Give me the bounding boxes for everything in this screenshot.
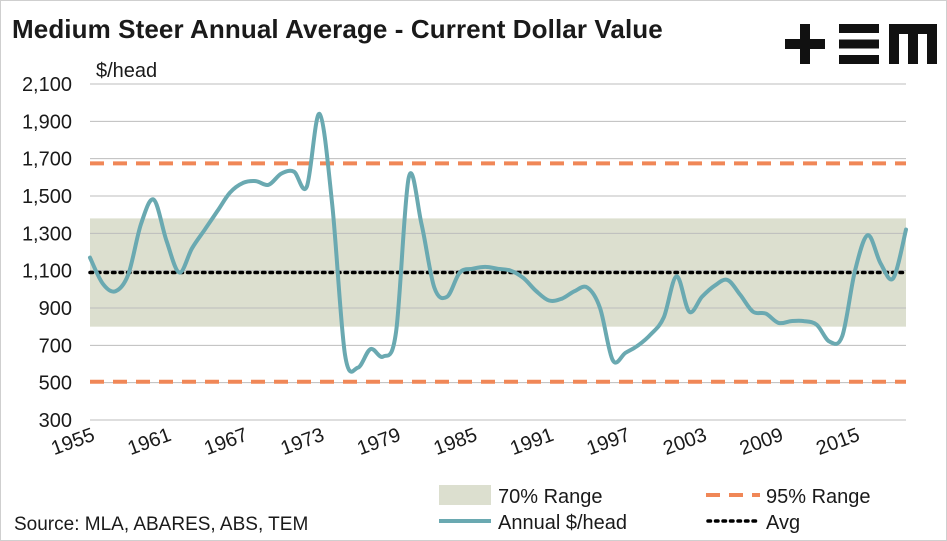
legend-label-70-range: 70% Range [498,486,603,508]
logo-e-mid [839,39,879,49]
y-tick-label: 1,900 [22,111,72,133]
x-tick-label: 2003 [660,424,709,460]
legend-swatch-70-range [439,485,491,505]
y-tick-label: 1,700 [22,149,72,171]
y-tick-label: 1,500 [22,186,72,208]
x-tick-label: 1967 [201,424,250,460]
y-tick-label: 900 [39,298,72,320]
logo-e-top [839,24,879,33]
x-tick-label: 1979 [354,424,403,460]
y-tick-label: 2,100 [22,74,72,96]
x-tick-label: 1973 [278,424,327,460]
x-tick-label: 1997 [584,424,633,460]
y-tick-label: 300 [39,410,72,432]
series-line-annual-per-head [88,111,908,374]
y-tick-label: 1,100 [22,261,72,283]
legend-label-avg: Avg [766,512,800,534]
legend-label-95-range: 95% Range [766,486,871,508]
y-tick-label: 1,300 [22,223,72,245]
y-axis-unit-label: $/head [96,60,158,82]
x-tick-label: 1991 [507,424,556,460]
y-tick-label: 700 [39,335,72,357]
logo-e-bot [839,55,879,64]
x-tick-label: 1961 [125,424,174,460]
x-tick-label: 2009 [737,424,786,460]
logo-plus-v [800,24,810,64]
chart-title: Medium Steer Annual Average - Current Do… [12,14,663,44]
x-tick-label: 2015 [813,424,862,460]
x-tick-label: 1985 [431,424,480,460]
tem-logo [785,24,937,64]
legend-label-annual-per-head: Annual $/head [498,512,627,534]
y-tick-label: 500 [39,373,72,395]
source-note: Source: MLA, ABARES, ABS, TEM [14,514,309,535]
logo-m [889,24,937,64]
